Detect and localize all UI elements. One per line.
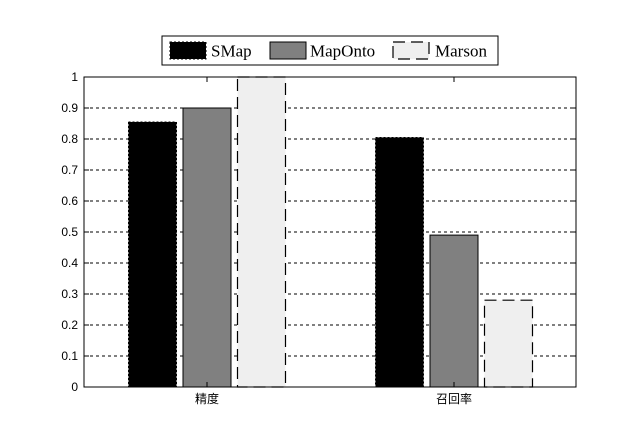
bar-maponto-1 (429, 234, 479, 388)
bar-marson-1 (483, 299, 534, 388)
y-axis-ticks: 0 0.1 0.2 0.3 0.4 0.5 0.6 0.7 0.8 0.9 1 (61, 70, 576, 394)
x-axis-categories: 精度 召回率 (195, 391, 472, 406)
legend-label-smap: SMap (211, 42, 252, 61)
legend-swatch-maponto (269, 41, 307, 60)
legend: SMap MapOnto Marson (161, 35, 499, 66)
bar-marson-0 (236, 76, 287, 388)
legend-box (161, 35, 499, 66)
x-category-label: 精度 (195, 391, 219, 406)
y-tick-label: 0.1 (61, 349, 78, 363)
y-tick-label: 0.2 (61, 318, 78, 332)
bar-smap-1 (375, 136, 424, 388)
bar-smap-0 (128, 121, 177, 388)
x-category-label: 召回率 (436, 391, 472, 406)
y-tick-label: 0.3 (61, 287, 78, 301)
legend-label-marson: Marson (435, 42, 487, 61)
legend-swatch-marson (392, 41, 430, 60)
y-tick-label: 0 (71, 380, 78, 394)
y-tick-label: 0.7 (61, 163, 78, 177)
y-tick-label: 0.6 (61, 194, 78, 208)
y-tick-label: 0.5 (61, 225, 78, 239)
y-tick-label: 0.4 (61, 256, 78, 270)
legend-swatch-smap (169, 41, 207, 60)
y-tick-label: 1 (71, 70, 78, 84)
bar-maponto-0 (182, 107, 232, 388)
y-tick-label: 0.9 (61, 101, 78, 115)
legend-label-maponto: MapOnto (310, 42, 375, 61)
y-tick-label: 0.8 (61, 132, 78, 146)
